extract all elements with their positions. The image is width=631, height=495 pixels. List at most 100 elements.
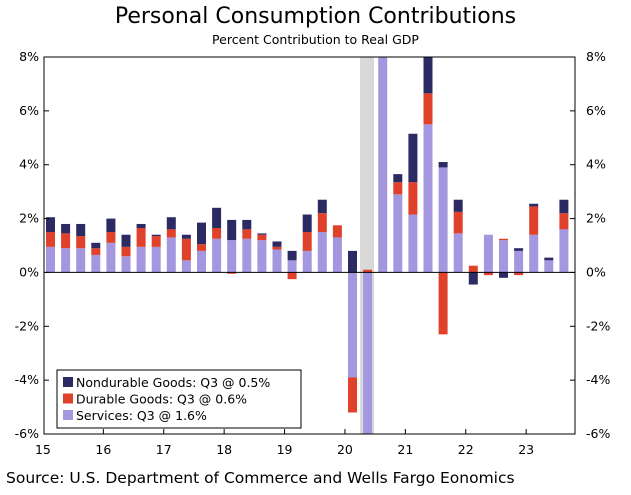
bar-nondurable-16Q1 [106, 218, 116, 233]
bar-nondurable-15Q4 [91, 242, 101, 249]
bar-nondurable-17Q2 [181, 234, 191, 239]
legend-swatch-services [63, 410, 73, 420]
bar-services-23Q2 [544, 260, 554, 273]
bar-nondurable-23Q3 [559, 199, 569, 214]
bar-services-21Q1 [408, 214, 418, 273]
bar-services-20Q2 [363, 272, 373, 434]
bar-services-15Q4 [91, 254, 101, 273]
bar-nondurable-18Q1 [227, 219, 237, 241]
bar-nondurable-17Q1 [166, 217, 176, 230]
bar-nondurable-15Q2 [61, 223, 71, 234]
source-note: Source: U.S. Department of Commerce and … [6, 469, 515, 487]
bar-nondurable-15Q1 [46, 217, 55, 233]
bar-nondurable-16Q3 [136, 223, 146, 228]
bar-nondurable-23Q1 [529, 203, 539, 207]
bar-services-15Q1 [46, 246, 55, 273]
bar-nondurable-21Q1 [408, 133, 418, 183]
bar-durable-22Q1 [468, 265, 478, 273]
bar-nondurable-18Q3 [257, 233, 267, 235]
bar-services-19Q4 [332, 237, 342, 273]
chart-title: Personal Consumption Contributions [114, 4, 517, 29]
x-tick-label: 16 [95, 442, 111, 457]
bar-nondurable-19Q2 [302, 214, 312, 233]
bar-nondurable-15Q3 [76, 223, 86, 237]
bar-durable-20Q4 [393, 182, 403, 195]
y-tick-label-right: 8% [586, 49, 606, 64]
bar-services-16Q4 [151, 246, 161, 273]
y-tick-label-right: 4% [586, 157, 606, 172]
bar-durable-22Q4 [514, 272, 524, 276]
y-tick-label-left: -6% [15, 426, 39, 441]
bar-durable-17Q2 [181, 238, 191, 261]
bar-services-23Q1 [529, 234, 539, 273]
bar-services-22Q4 [514, 250, 524, 273]
legend-box [56, 369, 302, 429]
bar-services-18Q4 [272, 249, 282, 273]
y-tick-label-right: 6% [586, 103, 606, 118]
bar-durable-20Q3 [378, 0, 387, 3]
bar-nondurable-19Q1 [287, 250, 297, 261]
bar-durable-18Q2 [242, 229, 252, 239]
bar-durable-20Q2 [363, 269, 373, 273]
bar-durable-20Q1 [348, 377, 357, 413]
bar-durable-16Q3 [136, 227, 146, 247]
bar-nondurable-21Q2 [423, 57, 433, 94]
bar-durable-18Q3 [257, 234, 267, 241]
bar-nondurable-22Q3 [499, 272, 508, 278]
bar-services-18Q3 [257, 240, 267, 273]
bar-durable-19Q2 [302, 232, 312, 251]
bar-services-15Q3 [76, 248, 86, 273]
bar-services-20Q3 [378, 57, 388, 273]
bar-durable-15Q4 [91, 248, 101, 255]
bar-services-23Q3 [559, 229, 569, 273]
bar-durable-21Q4 [453, 211, 463, 234]
chart-subtitle: Percent Contribution to Real GDP [212, 32, 419, 47]
bar-services-17Q2 [181, 260, 191, 273]
y-tick-label-right: 0% [586, 264, 606, 279]
bar-durable-16Q4 [151, 236, 161, 247]
y-tick-label-left: 6% [19, 103, 39, 118]
bar-nondurable-21Q4 [453, 199, 463, 212]
x-tick-label: 15 [35, 442, 51, 457]
x-tick-label: 22 [458, 442, 474, 457]
x-tick-label: 19 [277, 442, 293, 457]
bar-durable-19Q3 [317, 213, 327, 233]
y-tick-label-left: -2% [15, 318, 39, 333]
bars-layer [46, 0, 569, 434]
bar-services-22Q2 [483, 234, 493, 273]
bar-services-20Q1 [348, 272, 357, 378]
bar-durable-15Q3 [76, 236, 86, 249]
bar-services-19Q2 [302, 250, 312, 273]
y-tick-label-right: 2% [586, 211, 606, 226]
bar-services-16Q1 [106, 242, 116, 273]
bar-nondurable-18Q4 [272, 241, 282, 247]
bar-services-16Q2 [121, 256, 131, 273]
x-tick-label: 23 [518, 442, 534, 457]
y-tick-label-left: -4% [15, 372, 39, 387]
plot-frame [43, 56, 576, 435]
bar-services-21Q2 [423, 124, 433, 273]
y-tick-label-left: 2% [19, 211, 39, 226]
bar-nondurable-20Q4 [393, 174, 403, 183]
y-tick-label-right: -6% [586, 426, 610, 441]
y-tick-label-left: 4% [19, 157, 39, 172]
bar-durable-17Q3 [197, 244, 206, 251]
legend-label-nondurable: Nondurable Goods: Q3 @ 0.5% [76, 375, 270, 390]
bar-nondurable-22Q1 [468, 272, 478, 285]
axes-layer: -6% -6% -4% -4% -2% -2% 0% 0% 2% 2% 4% 4% 6% 6% 8% 8% 15… [15, 49, 611, 457]
bar-durable-18Q4 [272, 246, 282, 250]
bar-nondurable-23Q2 [544, 257, 554, 261]
x-tick-label: 17 [156, 442, 172, 457]
bar-services-18Q2 [242, 238, 252, 273]
bar-durable-19Q1 [287, 272, 297, 280]
bar-services-20Q4 [393, 194, 403, 273]
bar-durable-18Q1 [227, 272, 237, 274]
x-tick-label: 20 [337, 442, 353, 457]
bar-durable-15Q2 [61, 233, 71, 249]
legend-swatch-nondurable [63, 377, 73, 387]
bar-services-17Q3 [197, 250, 206, 273]
bar-durable-17Q1 [166, 229, 176, 238]
bar-durable-22Q3 [499, 238, 508, 241]
y-tick-label-right: -4% [586, 372, 610, 387]
